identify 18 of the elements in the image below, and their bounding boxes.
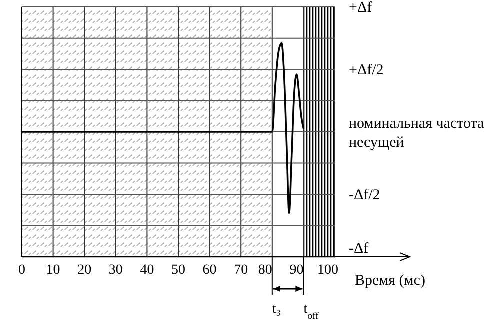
x-tick-label: 0	[18, 263, 26, 278]
x-tick-label: 20	[78, 263, 92, 278]
x-tick-label: 30	[108, 263, 123, 278]
ref-line-label: -Δf/2	[349, 188, 380, 204]
annotation: t₃	[272, 302, 282, 317]
x-tick-label: 100	[318, 263, 338, 278]
x-tick-label: 10	[46, 263, 60, 278]
ref-line-label: +Δf/2	[349, 62, 384, 79]
x-tick-label: 70	[234, 263, 248, 278]
ref-line-label: +Δf	[349, 0, 372, 16]
annotation: t$_{off}$	[304, 302, 320, 322]
ref-line-label: номинальная частота несущей	[349, 116, 484, 151]
x-tick-label: 50	[172, 263, 186, 278]
x-axis-title: Время (мс)	[355, 273, 426, 289]
x-tick-label: 80	[258, 263, 272, 278]
x-tick-label: 60	[202, 263, 217, 278]
x-tick-label: 40	[140, 263, 154, 278]
ref-line-label: -Δf	[349, 241, 369, 257]
